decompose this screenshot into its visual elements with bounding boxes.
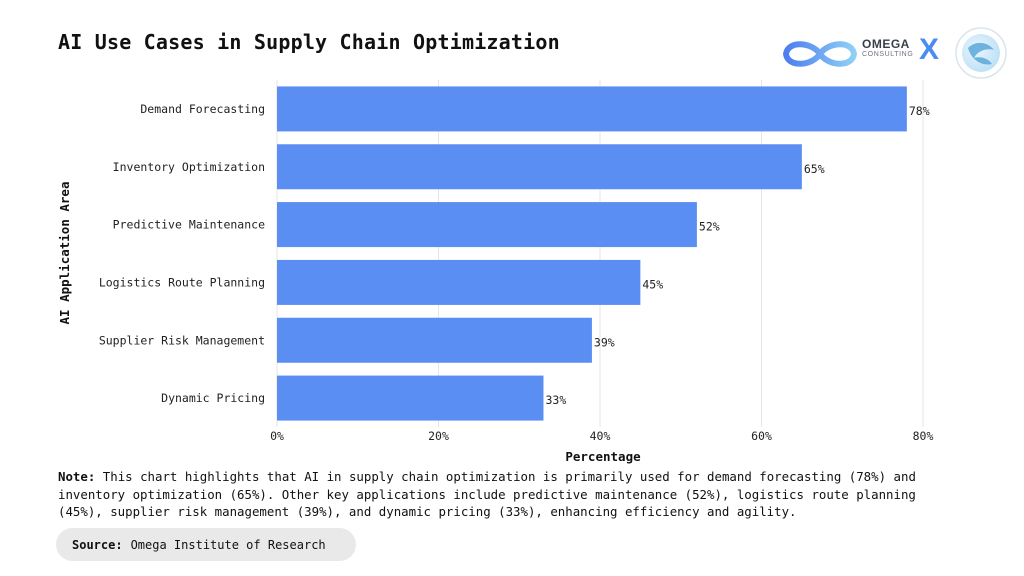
- bar: [277, 375, 544, 421]
- x-tick-label: 0%: [270, 429, 284, 443]
- bar: [277, 144, 802, 190]
- x-tick-label: 80%: [913, 429, 934, 443]
- value-label: 33%: [545, 393, 566, 407]
- bars: [277, 86, 907, 421]
- omega-sub: CONSULTING: [862, 51, 914, 58]
- y-axis-title: AI Application Area: [57, 182, 72, 325]
- category-label: Inventory Optimization: [113, 160, 265, 174]
- gridlines: [276, 80, 924, 427]
- value-label: 78%: [909, 104, 930, 118]
- x-tick-label: 60%: [751, 429, 772, 443]
- bar: [277, 317, 592, 363]
- bar: [277, 259, 641, 305]
- bar-chart: 0% 20% 40% 60% 80% Demand Forecasting 78% Inven…: [57, 80, 934, 464]
- note-text: This chart highlights that AI in supply …: [58, 469, 916, 519]
- collab-x: X: [919, 33, 940, 66]
- x-tick-label: 20%: [428, 429, 449, 443]
- value-label: 52%: [699, 220, 720, 234]
- category-label: Dynamic Pricing: [161, 391, 265, 405]
- logo-group: OMEGA CONSULTING X: [780, 26, 1010, 82]
- note-label: Note:: [58, 469, 96, 484]
- chart-note: Note: This chart highlights that AI in s…: [58, 468, 958, 521]
- source-text: Omega Institute of Research: [130, 537, 326, 552]
- omega-infinity-icon: [782, 41, 858, 67]
- source-label: Source:: [72, 537, 123, 552]
- bar: [277, 86, 907, 132]
- chart-title: AI Use Cases in Supply Chain Optimizatio…: [58, 30, 560, 54]
- labels: 0% 20% 40% 60% 80% Demand Forecasting 78% Inven…: [99, 102, 934, 443]
- category-label: Predictive Maintenance: [113, 218, 265, 232]
- source-badge: Source: Omega Institute of Research: [56, 528, 356, 561]
- category-label: Demand Forecasting: [140, 102, 265, 116]
- value-label: 45%: [642, 277, 663, 291]
- omega-name: OMEGA: [862, 37, 910, 51]
- omega-wordmark: OMEGA CONSULTING: [862, 38, 913, 59]
- x-tick-label: 40%: [590, 429, 611, 443]
- value-label: 65%: [804, 162, 825, 176]
- value-label: 39%: [594, 335, 615, 349]
- x-axis-title: Percentage: [565, 449, 641, 464]
- bar: [277, 202, 697, 248]
- globe-logo-icon: [955, 27, 1007, 79]
- category-label: Logistics Route Planning: [99, 275, 265, 289]
- category-label: Supplier Risk Management: [99, 333, 265, 347]
